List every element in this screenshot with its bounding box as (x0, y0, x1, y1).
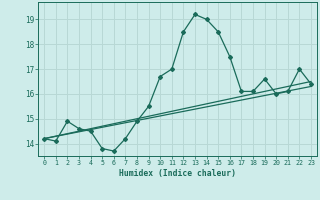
X-axis label: Humidex (Indice chaleur): Humidex (Indice chaleur) (119, 169, 236, 178)
